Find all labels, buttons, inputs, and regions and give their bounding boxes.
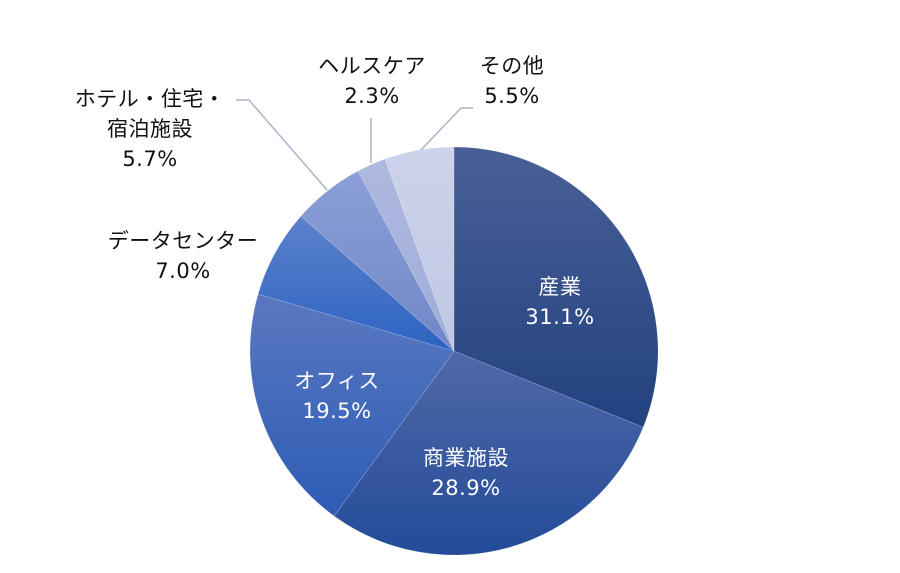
slice-label-line: データセンター: [107, 229, 259, 253]
slice-label: オフィス 19.5%: [294, 366, 380, 426]
slice-label-line: 7.0%: [155, 259, 211, 283]
slice-label-line: 31.1%: [525, 305, 595, 329]
pie-slice: [333, 350, 644, 556]
slice-label-line: ヘルスケア: [318, 54, 426, 78]
slice-label: ホテル・住宅・ 宿泊施設 5.7%: [75, 84, 226, 174]
slice-label: その他 5.5%: [480, 51, 545, 111]
slice-label-line: 商業施設: [423, 446, 509, 470]
pie-slice: [257, 215, 455, 352]
slice-label: データセンター 7.0%: [108, 226, 259, 286]
leader-line: [236, 99, 328, 191]
pie-slice: [453, 146, 659, 428]
slice-label-line: 5.5%: [484, 84, 540, 108]
pie-slice: [249, 293, 455, 517]
leader-lines: [236, 99, 473, 191]
leader-line: [420, 107, 473, 151]
slice-label-line: 19.5%: [302, 399, 372, 423]
pie-slice: [300, 170, 455, 352]
slice-label-line: 5.7%: [122, 147, 178, 171]
slice-label-line: 28.9%: [431, 476, 501, 500]
slice-label: 産業 31.1%: [525, 272, 594, 332]
slice-label: 商業施設 28.9%: [423, 443, 509, 503]
slice-label-line: 宿泊施設: [107, 117, 193, 141]
pie-slice: [384, 146, 455, 352]
slice-label: ヘルスケア 2.3%: [318, 51, 426, 111]
slice-label-line: 2.3%: [344, 84, 400, 108]
pie-slices: [249, 146, 659, 556]
slice-label-line: 産業: [538, 275, 582, 299]
slice-label-line: ホテル・住宅・: [74, 87, 226, 111]
slice-label-line: オフィス: [294, 369, 380, 393]
pie-slice: [357, 158, 455, 352]
slice-label-line: その他: [479, 54, 545, 78]
